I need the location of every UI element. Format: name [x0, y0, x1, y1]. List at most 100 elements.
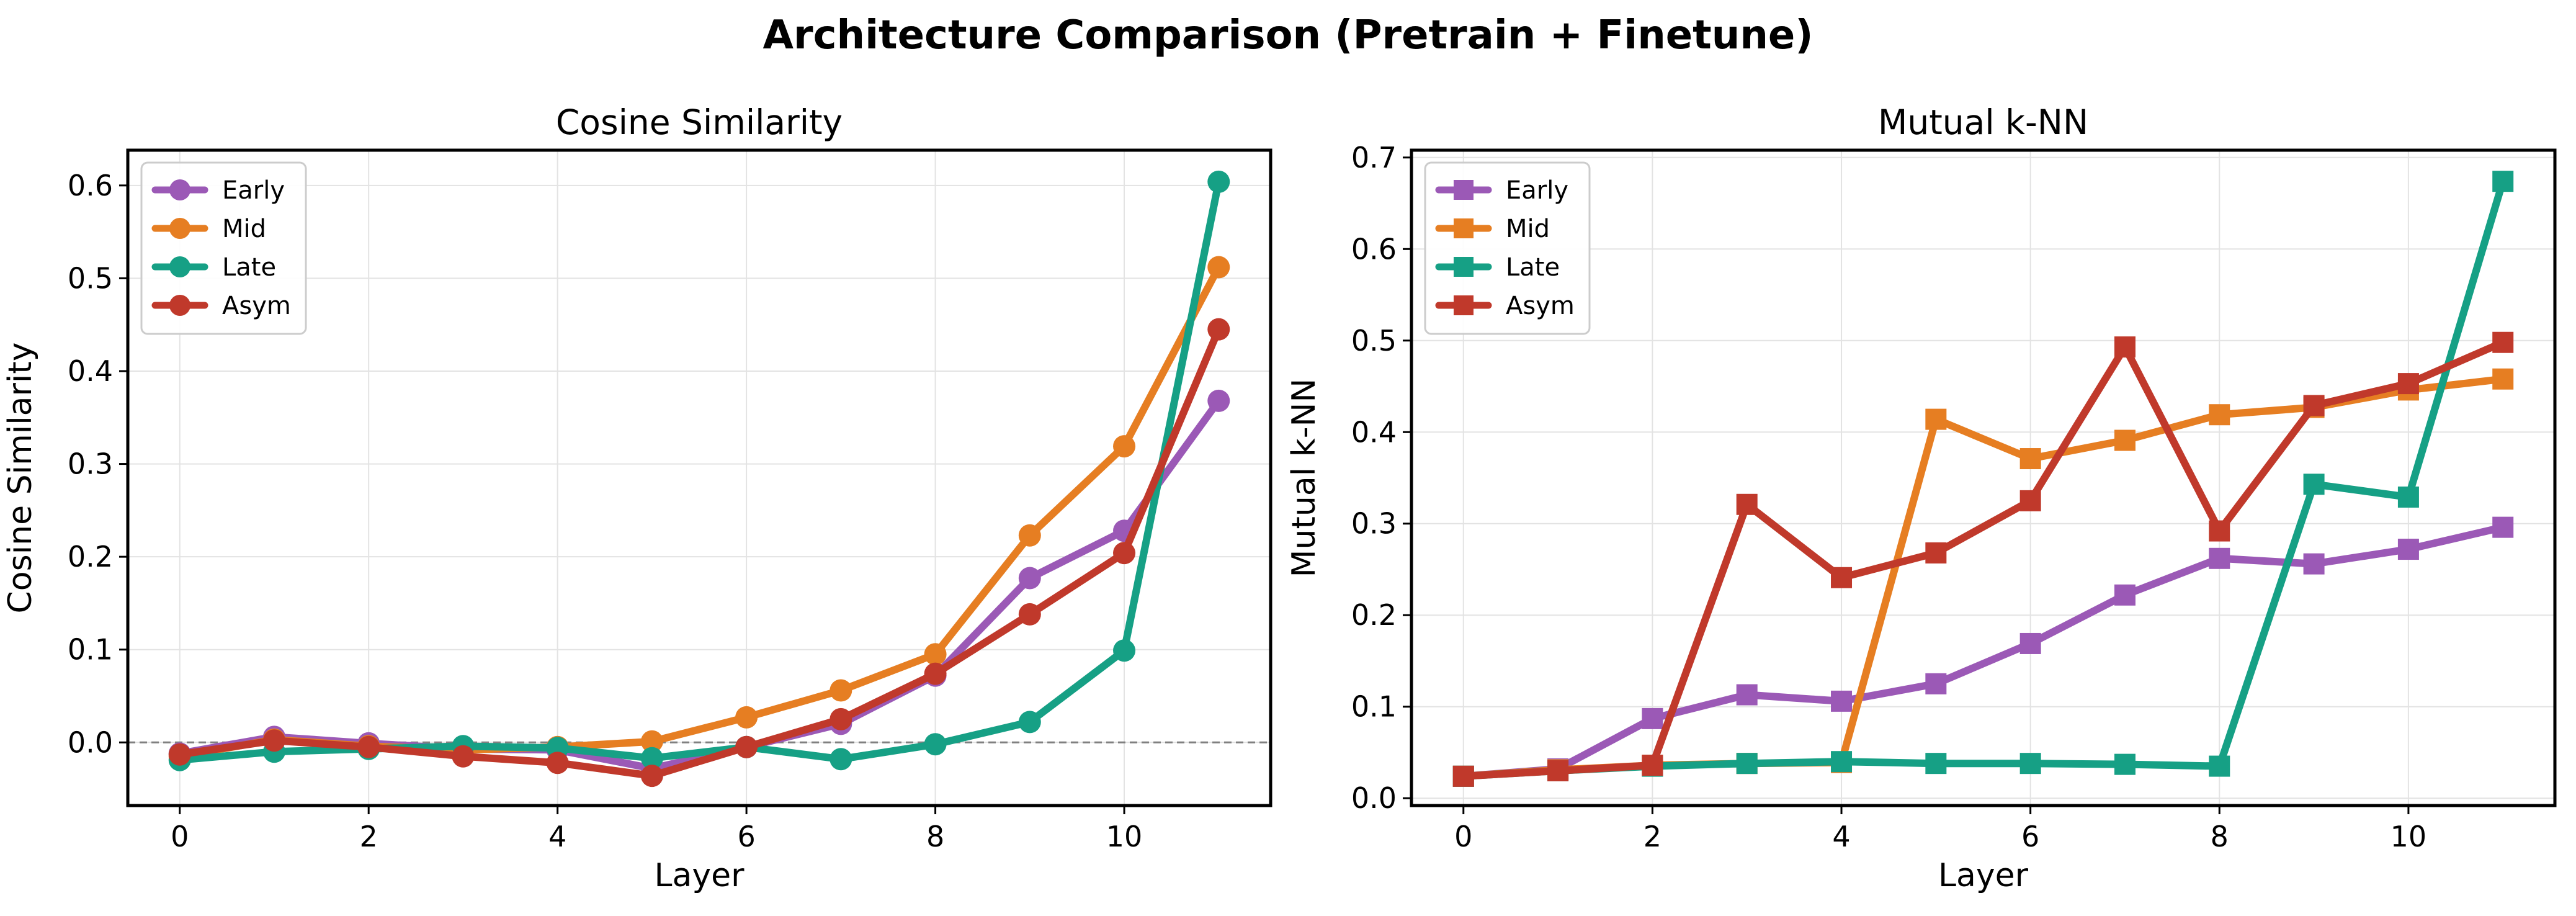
cosine-similarity-ytick-label-2: 0.2 [68, 540, 113, 573]
mutual-k-nn-early-point-8 [2209, 547, 2230, 569]
mutual-k-nn-asym-point-10 [2397, 373, 2419, 395]
mutual-k-nn-series-early-line [1459, 523, 2507, 780]
cosine-similarity-xtick-label-6: 6 [737, 820, 755, 853]
mutual-k-nn-xtick-label-4: 4 [1832, 820, 1850, 853]
mutual-k-nn-mid-point-5 [1925, 408, 1947, 430]
mutual-k-nn-early-point-10 [2397, 539, 2419, 560]
cosine-similarity-xlabel: Layer [655, 857, 745, 894]
cosine-similarity-early-point-11 [1207, 389, 1230, 412]
mutual-k-nn-legend-marker-early [1454, 180, 1474, 200]
mutual-k-nn-mid-point-11 [2492, 368, 2514, 390]
cosine-similarity-xtick-label-4: 4 [548, 820, 566, 853]
cosine-similarity-mid-point-7 [830, 679, 852, 702]
cosine-similarity-late-point-9 [1018, 711, 1041, 734]
mutual-k-nn-asym-point-4 [1831, 567, 1853, 588]
mutual-k-nn-early-point-7 [2114, 584, 2135, 606]
mutual-k-nn-ylabel: Mutual k-NN [1286, 379, 1323, 578]
mutual-k-nn-early-point-5 [1925, 673, 1947, 694]
cosine-similarity-xtick-label-2: 2 [360, 820, 378, 853]
figure-title: Architecture Comparison (Pretrain + Fine… [763, 12, 1813, 58]
mutual-k-nn-legend-label-asym: Asym [1506, 292, 1575, 320]
cosine-similarity-asym-point-8 [924, 662, 947, 685]
mutual-k-nn-ytick-label-4: 0.4 [1351, 415, 1397, 449]
mutual-k-nn-legend-label-late: Late [1506, 253, 1560, 282]
mutual-k-nn-xtick-label-6: 6 [2021, 820, 2039, 853]
cosine-similarity-title: Cosine Similarity [556, 102, 843, 142]
mutual-k-nn-ytick-label-7: 0.7 [1351, 141, 1397, 174]
mutual-k-nn-late-point-7 [2114, 753, 2135, 775]
mutual-k-nn-late-point-8 [2209, 755, 2230, 777]
cosine-similarity-asym-point-4 [546, 752, 569, 775]
cosine-similarity-late-point-8 [924, 733, 947, 756]
mutual-k-nn-asym-point-5 [1925, 542, 1947, 564]
cosine-similarity-xtick-label-8: 8 [926, 820, 944, 853]
mutual-k-nn-legend-marker-late [1454, 257, 1474, 277]
mutual-k-nn-title: Mutual k-NN [1878, 102, 2088, 142]
mutual-k-nn-xtick-label-2: 2 [1644, 820, 1661, 853]
cosine-similarity-mid-point-6 [735, 706, 758, 729]
mutual-k-nn-legend [1424, 161, 1591, 335]
cosine-similarity-mid-point-8 [924, 643, 947, 666]
cosine-similarity-legend-label-asym: Asym [222, 292, 291, 320]
cosine-similarity-asym-point-10 [1113, 542, 1136, 565]
cosine-similarity-early-point-9 [1018, 567, 1041, 590]
cosine-similarity-panel: 0 2 4 6 8 10 0.0 0.1 0.2 0.3 0.4 0.5 0.6 Cosine Simil… [2, 102, 1272, 894]
cosine-similarity-ytick-label-4: 0.4 [68, 354, 113, 388]
mutual-k-nn-mid-point-8 [2209, 404, 2230, 426]
mutual-k-nn-xtick-label-0: 0 [1454, 820, 1472, 853]
mutual-k-nn-late-point-5 [1925, 753, 1947, 775]
cosine-similarity-ytick-label-6: 0.6 [68, 169, 113, 202]
cosine-similarity-late-point-5 [640, 747, 663, 770]
mutual-k-nn-asym-point-11 [2492, 331, 2514, 353]
mutual-k-nn-ytick-label-2: 0.2 [1351, 598, 1397, 632]
mutual-k-nn-legend-marker-asym [1454, 295, 1474, 315]
mutual-k-nn-xlabel: Layer [1938, 857, 2029, 894]
cosine-similarity-mid-point-5 [640, 730, 663, 753]
mutual-k-nn-late-point-4 [1831, 751, 1853, 773]
mutual-k-nn-late-point-11 [2492, 171, 2514, 192]
cosine-similarity-xtick-label-10: 10 [1106, 820, 1143, 853]
mutual-k-nn-early-point-11 [2492, 516, 2514, 538]
cosine-similarity-legend-label-mid: Mid [222, 215, 266, 243]
mutual-k-nn-asym-point-9 [2303, 395, 2325, 416]
cosine-similarity-late-point-11 [1207, 170, 1230, 193]
cosine-similarity-asym-point-6 [735, 735, 758, 758]
cosine-similarity-ylabel: Cosine Similarity [2, 343, 39, 614]
mutual-k-nn-series-asym-line [1459, 338, 2507, 780]
mutual-k-nn-ytick-label-5: 0.5 [1351, 324, 1397, 357]
cosine-similarity-mid-point-9 [1018, 524, 1041, 547]
cosine-similarity-asym-point-2 [357, 735, 380, 758]
mutual-knn-panel: 0 2 4 6 8 10 0.0 0.1 0.2 0.3 0.4 0.5 0.6 0.7 Mutual k-… [1286, 102, 2557, 894]
mutual-k-nn-late-point-9 [2303, 474, 2325, 495]
cosine-similarity-legend-marker-asym [169, 295, 190, 316]
mutual-k-nn-asym-point-1 [1547, 760, 1569, 781]
mutual-k-nn-legend-label-mid: Mid [1506, 215, 1550, 243]
mutual-k-nn-early-point-9 [2303, 553, 2325, 575]
mutual-k-nn-legend-marker-mid [1454, 218, 1474, 238]
mutual-k-nn-ytick-label-0: 0.0 [1351, 781, 1397, 815]
mutual-k-nn-late-point-6 [2019, 753, 2041, 775]
cosine-similarity-series-asym-line [176, 325, 1223, 780]
mutual-k-nn-asym-point-7 [2114, 336, 2135, 358]
mutual-k-nn-axes-frame [1410, 148, 2557, 807]
mutual-k-nn-ytick-label-3: 0.3 [1351, 507, 1397, 541]
cosine-similarity-legend-marker-mid [169, 218, 190, 239]
mutual-k-nn-xtick-label-8: 8 [2211, 820, 2229, 853]
cosine-similarity-late-point-7 [830, 748, 852, 771]
cosine-similarity-legend [140, 161, 307, 335]
cosine-similarity-axes-frame [126, 148, 1272, 807]
mutual-k-nn-early-point-6 [2019, 632, 2041, 654]
mutual-k-nn-legend-label-early: Early [1506, 176, 1568, 205]
mutual-k-nn-ytick-label-1: 0.1 [1351, 690, 1397, 724]
cosine-similarity-asym-point-3 [452, 745, 475, 768]
cosine-similarity-mid-point-11 [1207, 256, 1230, 279]
mutual-k-nn-early-point-3 [1736, 684, 1758, 706]
cosine-similarity-ytick-label-3: 0.3 [68, 447, 113, 481]
cosine-similarity-ytick-label-1: 0.1 [68, 633, 113, 667]
cosine-similarity-legend-label-late: Late [222, 253, 276, 282]
cosine-similarity-xtick-label-0: 0 [171, 820, 189, 853]
cosine-similarity-ytick-label-5: 0.5 [68, 261, 113, 295]
cosine-similarity-asym-point-11 [1207, 318, 1230, 341]
cosine-similarity-asym-point-9 [1018, 603, 1041, 626]
